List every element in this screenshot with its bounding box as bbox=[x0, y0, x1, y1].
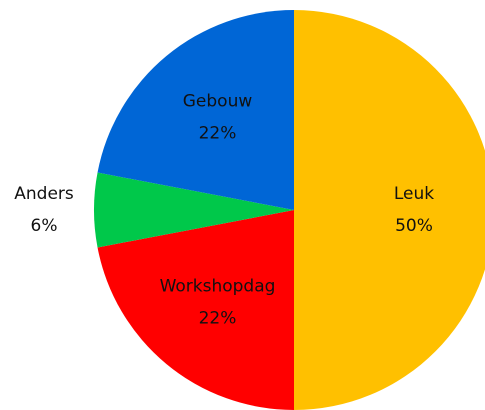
slice-value-label: 6% bbox=[31, 216, 58, 236]
pie-slice bbox=[97, 10, 295, 210]
pie-slice bbox=[97, 210, 295, 410]
pie-slice bbox=[294, 10, 485, 410]
slice-value-label: 50% bbox=[395, 216, 433, 236]
pie-slice bbox=[94, 172, 294, 248]
slice-value-label: 22% bbox=[199, 308, 237, 328]
slice-value-label: 22% bbox=[199, 124, 237, 144]
slice-label: Anders bbox=[14, 184, 74, 204]
slice-label: Gebouw bbox=[183, 92, 253, 112]
slice-label: Leuk bbox=[394, 184, 434, 204]
slice-label: Workshopdag bbox=[160, 276, 276, 296]
